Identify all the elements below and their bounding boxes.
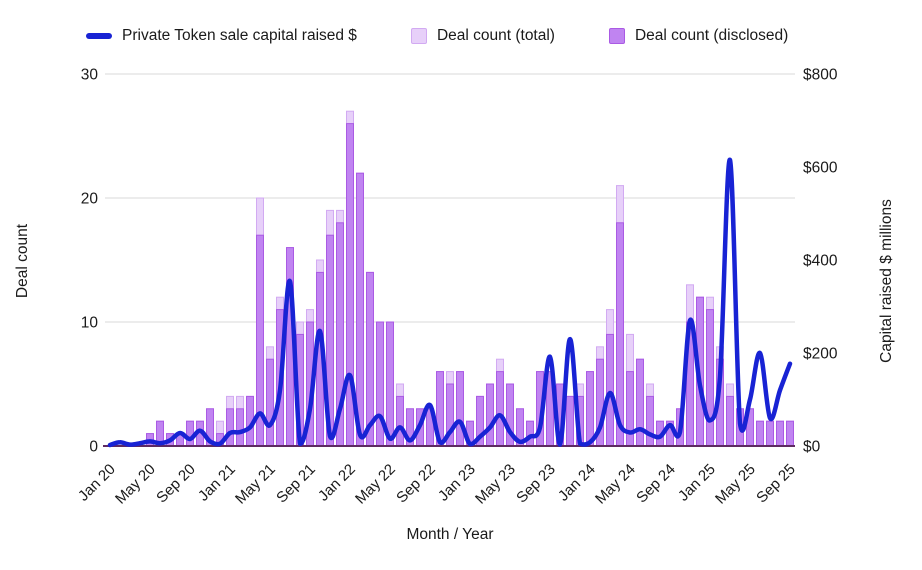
disclosed-deal-bar [706,309,714,447]
x-axis-tick-label: May 21 [232,461,279,508]
left-axis-tick-label: 30 [81,67,99,84]
disclosed-deal-bar [386,321,394,447]
disclosed-deal-bar [486,383,494,447]
disclosed-deal-bar [726,395,734,447]
disclosed-deal-bar [376,321,384,447]
disclosed-deal-bar [606,333,614,447]
disclosed-deal-bar [356,172,364,447]
disclosed-deal-bar [786,420,794,447]
legend-item-deal-count-disclosed: Deal count (disclosed) [608,27,789,45]
disclosed-deal-bar [236,408,244,447]
chart-legend: Private Token sale capital raised $ Deal… [86,27,788,45]
right-axis-tick-label: $800 [803,67,838,84]
x-axis-tick-label: May 24 [592,461,639,508]
x-axis-tick-label: Jan 23 [435,461,479,505]
disclosed-deal-bar [396,395,404,447]
left-axis-tick-label: 20 [81,191,99,208]
legend-item-capital-raised: Private Token sale capital raised $ [86,27,357,45]
right-axis-tick-label: $200 [803,346,838,363]
x-axis-tick-label: Jan 21 [195,461,239,505]
line-swatch-icon [86,33,112,39]
disclosed-deal-bar [776,420,784,447]
right-axis-tick-label: $600 [803,160,838,177]
disclosed-deal-bar [456,371,464,447]
x-axis-tick-label: Sep 21 [273,461,319,507]
disclosed-deal-bar [636,358,644,447]
disclosed-deal-bar [566,395,574,447]
total-swatch-icon [410,28,427,44]
x-axis-tick-label: Jan 20 [75,461,119,505]
x-axis-tick-label: Jan 22 [315,461,359,505]
x-axis-tick-label: Jan 25 [675,461,719,505]
x-axis-tick-label: May 23 [472,461,519,508]
left-axis-title: Deal count [14,223,31,299]
legend-label-capital-raised: Private Token sale capital raised $ [122,27,357,44]
x-axis-tick-label: Sep 22 [393,461,439,507]
disclosed-deal-bar [186,420,194,447]
bottom-axis-title: Month / Year [406,526,494,543]
disclosed-deal-bar [766,420,774,447]
x-axis-tick-label: Sep 25 [753,461,799,507]
x-axis-tick-label: Jan 24 [555,461,599,505]
disclosed-swatch-icon [608,28,625,44]
right-axis-tick-label: $0 [803,439,821,456]
disclosed-deal-bar [626,371,634,447]
x-axis-tick-label: Sep 23 [513,461,559,507]
disclosed-deal-bar [586,371,594,447]
right-axis-title: Capital raised $ millions [878,199,895,363]
disclosed-deal-bar [646,395,654,447]
disclosed-deal-bar [496,371,504,447]
legend-label-deal-count-total: Deal count (total) [436,27,555,44]
legend-label-deal-count-disclosed: Deal count (disclosed) [634,27,789,44]
legend-item-deal-count-total: Deal count (total) [410,27,555,45]
disclosed-deal-bar [756,420,764,447]
x-axis-tick-label: May 25 [712,461,759,508]
capital-raised-line [107,157,793,448]
disclosed-deal-bar [266,358,274,447]
x-axis-tick-label: May 22 [352,461,399,508]
x-axis-tick-label: Sep 20 [153,461,199,507]
disclosed-deal-bar [226,408,234,447]
x-axis-tick-label: Sep 24 [633,461,679,507]
left-axis-tick-label: 10 [81,315,99,332]
right-axis-tick-label: $400 [803,253,838,270]
left-axis-tick-label: 0 [89,439,98,456]
disclosed-deal-bar [526,420,534,447]
x-axis-tick-label: May 20 [112,461,159,508]
